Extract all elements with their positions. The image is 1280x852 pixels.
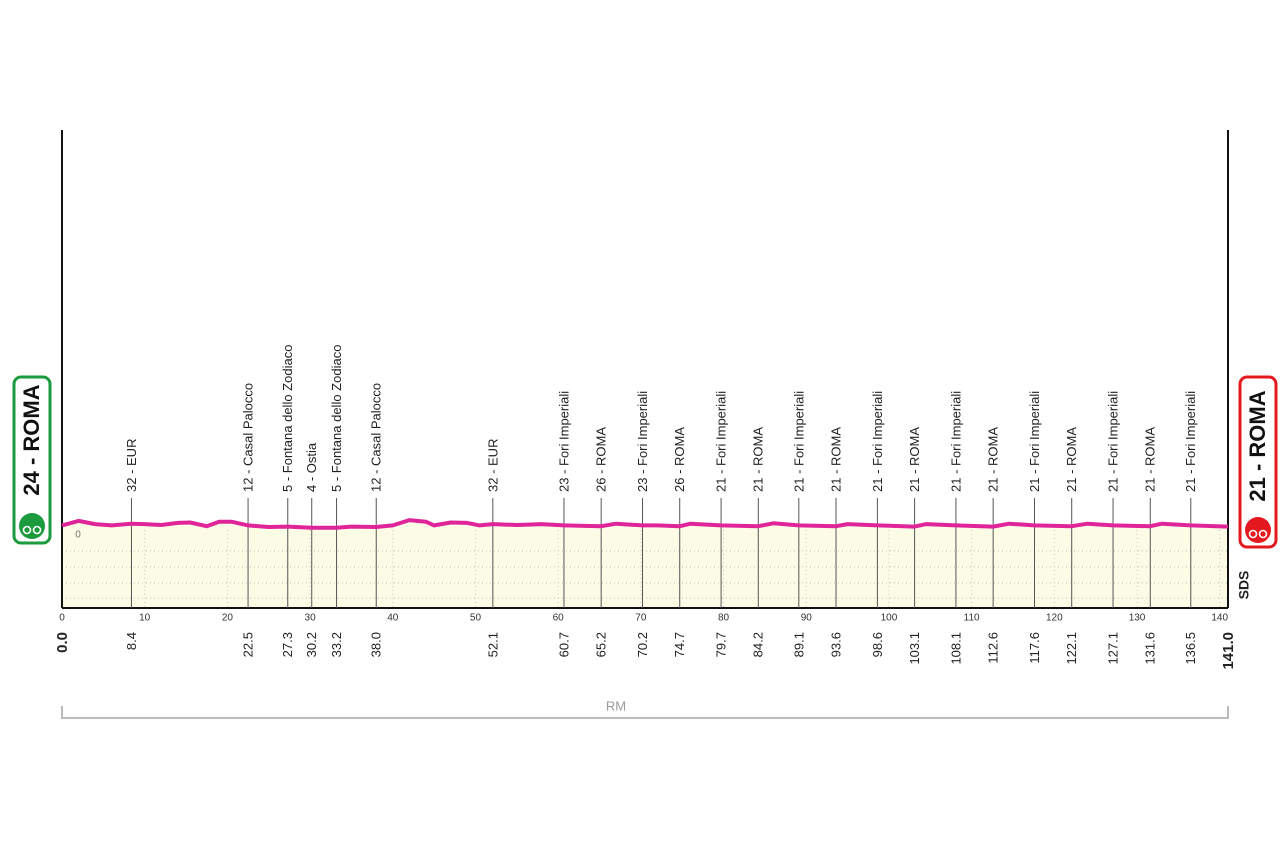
- waypoint-label: 21 - Fori Imperiali: [1027, 391, 1042, 492]
- background-grid: [61, 520, 1228, 608]
- waypoint-label: 4 - Ostia: [304, 442, 319, 492]
- waypoint-label: 21 - Fori Imperiali: [948, 391, 963, 492]
- waypoint-label: 21 - Fori Imperiali: [1105, 391, 1120, 492]
- waypoint-label: 26 - ROMA: [672, 427, 687, 492]
- finish-icon: [1245, 517, 1271, 543]
- km-label: 108.1: [948, 632, 963, 665]
- start-icon-wheel: [22, 525, 32, 535]
- km-label: 84.2: [751, 632, 766, 657]
- x-tick-label: 10: [139, 613, 151, 624]
- km-label: 127.1: [1105, 632, 1120, 665]
- waypoint-label: 21 - Fori Imperiali: [1183, 391, 1198, 492]
- waypoint-label: 5 - Fontana dello Zodiaco: [329, 345, 344, 492]
- x-tick-label: 20: [222, 613, 234, 624]
- km-label: 0.0: [54, 632, 71, 653]
- km-label: 141.0: [1220, 632, 1237, 670]
- km-label: 30.2: [304, 632, 319, 657]
- y-tick-label: 0: [75, 530, 81, 541]
- waypoint-label: 12 - Casal Palocco: [241, 383, 256, 492]
- waypoint-label: 21 - ROMA: [751, 427, 766, 492]
- km-label: 93.6: [828, 632, 843, 657]
- x-tick-label: 120: [1046, 613, 1063, 624]
- km-label: 33.2: [329, 632, 344, 657]
- start-icon: [19, 513, 45, 539]
- waypoint-label: 5 - Fontana dello Zodiaco: [280, 345, 295, 492]
- km-label: 122.1: [1064, 632, 1079, 665]
- x-tick-label: 110: [964, 613, 980, 624]
- finish-label: 21 - ROMA: [1245, 390, 1270, 501]
- waypoint-label: 23 - Fori Imperiali: [556, 391, 571, 492]
- km-label: 98.6: [870, 632, 885, 657]
- start-label: 24 - ROMA: [19, 384, 44, 495]
- waypoint-label: 21 - ROMA: [1064, 427, 1079, 492]
- x-tick-label: 60: [553, 613, 565, 624]
- waypoint-label: 12 - Casal Palocco: [369, 383, 384, 492]
- profile-line: [61, 518, 1229, 530]
- km-label: 38.0: [369, 632, 384, 657]
- km-label: 74.7: [672, 632, 687, 657]
- waypoint-label: 21 - ROMA: [1143, 427, 1158, 492]
- x-tick-label: 80: [718, 613, 730, 624]
- x-tick-label: 130: [1129, 613, 1146, 624]
- start-icon-wheel: [32, 525, 42, 535]
- waypoint-label: 21 - ROMA: [828, 427, 843, 492]
- waypoint-label: 21 - ROMA: [907, 427, 922, 492]
- km-label: 117.6: [1027, 632, 1042, 664]
- waypoint-label: 32 - EUR: [485, 439, 500, 492]
- km-label: 65.2: [594, 632, 609, 657]
- km-label: 112.6: [986, 632, 1001, 664]
- waypoint-label: 32 - EUR: [124, 439, 139, 492]
- finish-icon-wheel: [1248, 529, 1258, 539]
- km-label: 70.2: [635, 632, 650, 657]
- region-label: RM: [606, 698, 626, 713]
- km-label: 89.1: [791, 632, 806, 657]
- finish-icon-wheel: [1258, 529, 1268, 539]
- km-label: 8.4: [124, 632, 139, 650]
- brand-logo: SDS: [1236, 571, 1252, 600]
- km-label: 22.5: [241, 632, 256, 657]
- profile-area: [62, 520, 1228, 608]
- km-label: 52.1: [485, 632, 500, 657]
- x-tick-label: 40: [387, 613, 399, 624]
- x-tick-label: 100: [881, 613, 898, 624]
- waypoint-label: 21 - Fori Imperiali: [870, 391, 885, 492]
- waypoint-label: 21 - Fori Imperiali: [714, 391, 729, 492]
- waypoint-label: 23 - Fori Imperiali: [635, 391, 650, 492]
- x-tick-label: 140: [1211, 613, 1228, 624]
- region-bracket: [61, 706, 1229, 719]
- waypoint-label: 21 - Fori Imperiali: [791, 391, 806, 492]
- x-tick-label: 0: [59, 613, 65, 624]
- km-label: 136.5: [1183, 632, 1198, 665]
- start-box: [12, 375, 52, 545]
- x-tick-label: 30: [305, 613, 317, 624]
- km-label: 27.3: [280, 632, 295, 657]
- finish-box: [1238, 375, 1278, 549]
- km-label: 79.7: [714, 632, 729, 657]
- x-tick-label: 70: [635, 613, 647, 624]
- waypoint-label: 26 - ROMA: [594, 427, 609, 492]
- x-tick-label: 50: [470, 613, 482, 624]
- km-label: 103.1: [907, 632, 922, 665]
- x-tick-label: 90: [801, 613, 813, 624]
- km-label: 131.6: [1143, 632, 1158, 665]
- km-label: 60.7: [556, 632, 571, 657]
- waypoint-label: 21 - ROMA: [986, 427, 1001, 492]
